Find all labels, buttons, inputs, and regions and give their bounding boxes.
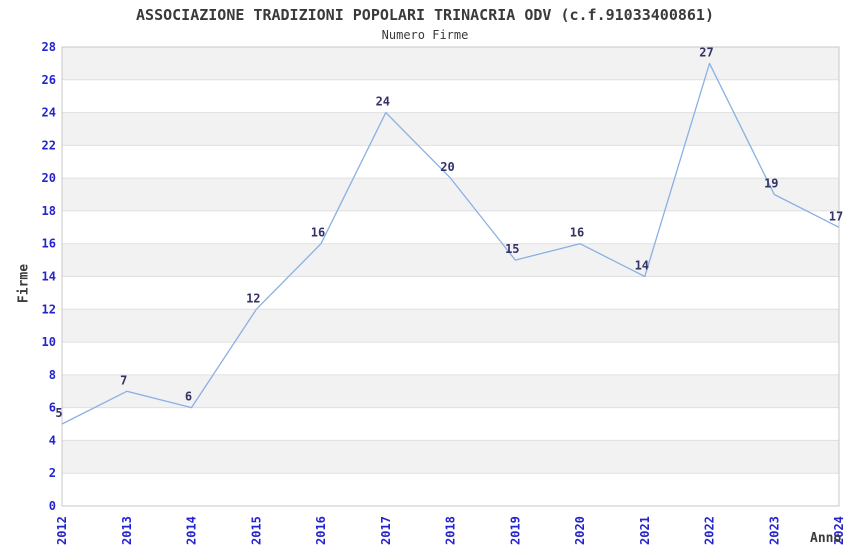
chart-subtitle: Numero Firme bbox=[381, 28, 469, 42]
data-label: 6 bbox=[185, 390, 192, 404]
x-tick-label: 2013 bbox=[120, 516, 134, 545]
x-tick-label: 2015 bbox=[249, 516, 263, 545]
data-label: 7 bbox=[120, 373, 127, 387]
y-tick-label: 16 bbox=[42, 237, 56, 251]
data-label: 15 bbox=[505, 242, 519, 256]
y-tick-label: 8 bbox=[49, 368, 56, 382]
x-tick-label: 2018 bbox=[444, 516, 458, 545]
x-axis-label: Anno bbox=[810, 531, 842, 546]
x-tick-label: 2022 bbox=[703, 516, 717, 545]
data-label: 12 bbox=[246, 291, 260, 305]
y-tick-label: 10 bbox=[42, 335, 56, 349]
y-tick-label: 0 bbox=[49, 499, 56, 513]
data-line bbox=[61, 62, 840, 425]
y-tick-label: 22 bbox=[42, 138, 56, 152]
x-tick-label: 2014 bbox=[185, 516, 199, 545]
x-tick-label: 2019 bbox=[508, 516, 522, 545]
y-tick-label: 4 bbox=[49, 433, 56, 447]
x-tick-label: 2021 bbox=[638, 516, 652, 545]
y-tick-label: 18 bbox=[42, 204, 56, 218]
x-tick-label: 2024 bbox=[832, 516, 846, 545]
data-label: 20 bbox=[440, 160, 454, 174]
y-tick-label: 28 bbox=[42, 40, 56, 54]
plot-band bbox=[62, 243, 839, 277]
y-tick-label: 20 bbox=[42, 171, 56, 185]
y-tick-label: 14 bbox=[42, 270, 56, 284]
data-label: 16 bbox=[311, 226, 325, 240]
data-label: 27 bbox=[699, 45, 713, 59]
y-tick-label: 2 bbox=[49, 466, 56, 480]
data-label: 24 bbox=[376, 95, 390, 109]
y-tick-label: 24 bbox=[42, 106, 56, 120]
y-tick-label: 12 bbox=[42, 302, 56, 316]
x-tick-label: 2023 bbox=[767, 516, 781, 545]
plot-border bbox=[61, 46, 840, 507]
plot-band bbox=[62, 112, 839, 146]
data-label: 16 bbox=[570, 226, 584, 240]
plot-band bbox=[62, 178, 839, 211]
plot-band bbox=[62, 374, 839, 408]
plot-band bbox=[62, 440, 839, 474]
data-label: 19 bbox=[764, 177, 778, 191]
data-label: 14 bbox=[635, 259, 649, 273]
data-label: 17 bbox=[829, 209, 843, 223]
data-label: 5 bbox=[55, 406, 62, 420]
y-tick-label: 26 bbox=[42, 73, 56, 87]
plot-band bbox=[62, 309, 839, 343]
x-tick-label: 2020 bbox=[573, 516, 587, 545]
x-tick-label: 2016 bbox=[314, 516, 328, 545]
plot-band bbox=[62, 47, 839, 80]
x-tick-label: 2017 bbox=[379, 516, 393, 545]
y-tick-label: 6 bbox=[49, 401, 56, 415]
x-tick-label: 2012 bbox=[55, 516, 69, 545]
chart-title: ASSOCIAZIONE TRADIZIONI POPOLARI TRINACR… bbox=[136, 6, 714, 24]
